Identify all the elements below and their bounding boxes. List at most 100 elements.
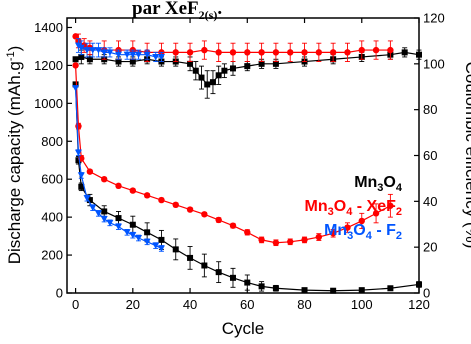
data-point (244, 279, 251, 286)
data-point (129, 232, 137, 239)
data-point (287, 49, 294, 56)
data-point (330, 287, 337, 294)
data-point (72, 62, 79, 69)
series-1 (72, 62, 394, 247)
data-point (157, 53, 165, 61)
data-point (215, 269, 222, 276)
data-point (106, 49, 114, 56)
data-point (94, 210, 102, 217)
data-point (129, 221, 136, 228)
data-point (78, 53, 85, 60)
data-point (135, 235, 143, 242)
data-point (129, 51, 137, 59)
data-point (258, 49, 265, 56)
data-point (201, 46, 208, 54)
data-point (115, 223, 123, 231)
data-point (72, 81, 79, 88)
data-point (387, 46, 394, 54)
x-axis-title: Cycle (222, 319, 265, 338)
data-point (129, 187, 137, 194)
data-point (144, 229, 151, 236)
data-point (416, 281, 422, 288)
x-tick-label: 80 (297, 297, 311, 312)
data-point (258, 236, 265, 244)
data-point (209, 79, 216, 86)
legend-label-mn3o4-xef2: Mn3O4 - XeF2 (305, 198, 403, 218)
y2-tick-label: 80 (423, 102, 437, 117)
data-point (244, 49, 251, 56)
data-point (387, 285, 394, 292)
data-point (315, 233, 323, 241)
data-point (204, 81, 211, 88)
data-point (77, 172, 85, 179)
data-point (372, 210, 380, 217)
data-point (78, 183, 85, 190)
x-tick-label: 40 (183, 297, 197, 312)
data-point (221, 67, 228, 74)
data-point (187, 254, 194, 261)
data-point (157, 245, 165, 252)
data-point (158, 196, 165, 204)
y-tick-label: 1400 (34, 20, 63, 35)
y2-tick-label: 120 (423, 11, 445, 26)
data-point (158, 236, 165, 243)
data-point (372, 46, 380, 54)
data-point (83, 195, 91, 202)
data-point (135, 51, 143, 59)
data-point (72, 33, 79, 40)
data-point (244, 229, 251, 236)
data-point (172, 246, 179, 253)
y2-tick-label: 60 (423, 148, 437, 163)
data-point (100, 49, 108, 56)
data-point (172, 201, 179, 209)
data-point (198, 74, 205, 81)
y2-tick-label: 100 (423, 56, 445, 71)
x-tick-label: 120 (408, 297, 430, 312)
axes: 0 20 40 60 80 100 1200200400600800100012001400… (34, 11, 445, 313)
data-point (89, 47, 97, 54)
data-point (186, 49, 194, 56)
data-point (244, 63, 251, 70)
x-tick-label: 100 (351, 297, 373, 312)
data-point (86, 56, 93, 63)
data-point (86, 197, 93, 204)
data-point (272, 239, 280, 246)
data-point (215, 49, 222, 56)
data-point (172, 49, 179, 56)
data-point (387, 202, 394, 209)
legend: Mn3O4 Mn3O4 - XeF2 Mn3O4 - F2 (305, 174, 403, 242)
y-tick-label: 200 (41, 248, 63, 263)
data-point (344, 49, 351, 56)
y-tick-label: 1000 (34, 96, 63, 111)
data-point (74, 149, 82, 157)
x-tick-label: 60 (240, 297, 254, 312)
y2-tick-label: 0 (423, 286, 430, 301)
data-point (301, 49, 308, 56)
data-point (115, 58, 122, 65)
data-point (115, 215, 122, 222)
data-point (72, 56, 79, 63)
data-point (94, 47, 102, 54)
series-0 (72, 81, 422, 294)
y2-tick-label: 40 (423, 194, 437, 209)
data-point (143, 192, 151, 199)
data-point (115, 182, 122, 190)
data-point (258, 283, 265, 290)
data-point (416, 51, 422, 58)
data-point (229, 222, 237, 229)
y-tick-label: 600 (41, 172, 63, 187)
data-point (258, 60, 265, 67)
data-point (201, 211, 208, 218)
data-point (358, 217, 365, 225)
y-tick-label: 400 (41, 210, 63, 225)
data-point (101, 208, 108, 215)
data-point (272, 285, 279, 292)
data-point (192, 67, 199, 74)
data-point (123, 51, 131, 59)
data-point (101, 176, 108, 183)
data-point (83, 47, 91, 54)
series-5 (74, 38, 165, 62)
x-tick-label: 0 (72, 297, 79, 312)
data-point (186, 206, 194, 213)
